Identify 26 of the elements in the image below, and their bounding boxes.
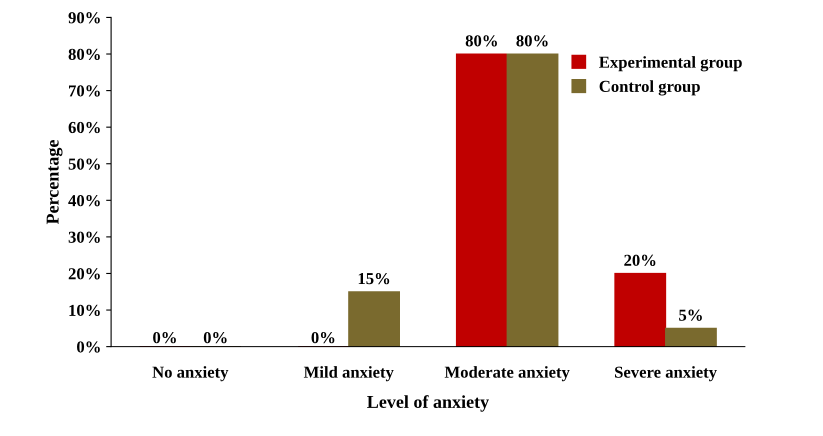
x-tick-label: Moderate anxiety xyxy=(444,366,570,382)
y-tick-label: 10% xyxy=(69,304,100,316)
data-label: 15% xyxy=(358,272,390,284)
y-tick-label: 20% xyxy=(68,268,100,280)
y-tick-label: 70% xyxy=(69,85,100,97)
y-tick-label: 40% xyxy=(68,195,100,206)
y-axis-title: Percentage xyxy=(46,140,62,224)
legend-label: Control group xyxy=(600,80,700,96)
legend-label: Experimental group xyxy=(599,56,742,72)
y-tick-label: 30% xyxy=(68,232,100,243)
data-label: 5% xyxy=(679,310,702,321)
data-label: 80% xyxy=(466,35,497,47)
x-tick-label: Severe anxiety xyxy=(615,366,717,382)
data-label: 20% xyxy=(624,254,656,266)
x-tick-label: No anxiety xyxy=(152,366,228,382)
y-tick-label: 50% xyxy=(68,158,100,170)
data-label: 80% xyxy=(516,35,548,47)
data-label: 0% xyxy=(312,332,334,344)
y-tick-label: 0% xyxy=(77,341,100,353)
data-label: 0% xyxy=(153,332,176,344)
x-axis-title: Level of anxiety xyxy=(367,395,489,412)
data-label: 0% xyxy=(204,332,227,344)
y-tick-label: 80% xyxy=(68,48,100,60)
x-tick-label: Mild anxiety xyxy=(304,366,394,382)
y-tick-label: 90% xyxy=(68,12,100,24)
y-tick-label: 60% xyxy=(68,122,100,134)
